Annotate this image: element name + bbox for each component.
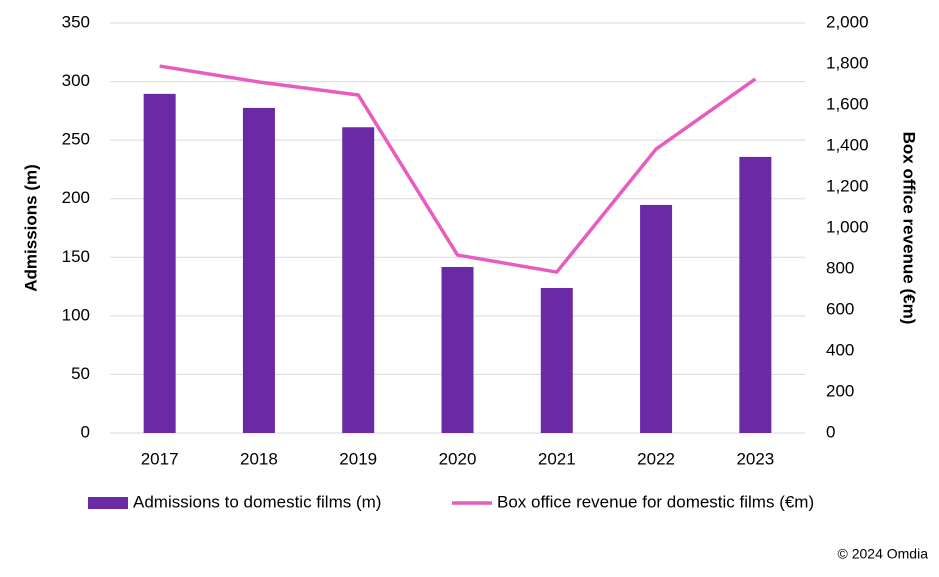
x-tick-label: 2023 (736, 449, 774, 468)
y2-tick-label: 400 (826, 340, 854, 359)
x-tick-label: 2017 (141, 449, 179, 468)
y-tick-label: 250 (62, 130, 90, 149)
y-tick-label: 0 (81, 422, 90, 441)
legend-label: Box office revenue for domestic films (€… (497, 492, 814, 511)
bar (342, 127, 375, 433)
y2-axis-label: Box office revenue (€m) (900, 132, 919, 325)
y2-tick-label: 0 (826, 422, 835, 441)
y2-tick-label: 2,000 (826, 12, 869, 31)
y-tick-label: 300 (62, 71, 90, 90)
bar (739, 156, 772, 433)
y2-tick-label: 1,800 (826, 53, 869, 72)
x-tick-label: 2021 (538, 449, 576, 468)
x-tick-label: 2018 (240, 449, 278, 468)
legend-label: Admissions to domestic films (m) (133, 492, 381, 511)
y2-tick-label: 1,400 (826, 135, 869, 154)
y2-tick-label: 600 (826, 299, 854, 318)
legend-swatch (88, 497, 128, 509)
bar (540, 287, 573, 433)
y2-tick-label: 1,600 (826, 94, 869, 113)
credit: © 2024 Omdia (838, 546, 929, 562)
y-axis-label: Admissions (m) (21, 164, 40, 292)
bar (441, 267, 474, 433)
y-tick-label: 350 (62, 12, 90, 31)
line (159, 64, 757, 274)
y-tick-label: 100 (62, 305, 90, 324)
bar (242, 107, 275, 433)
y-tick-label: 150 (62, 247, 90, 266)
x-tick-label: 2020 (439, 449, 477, 468)
y2-tick-label: 1,200 (826, 176, 869, 195)
y-tick-label: 200 (62, 188, 90, 207)
y2-tick-label: 200 (826, 381, 854, 400)
x-tick-label: 2022 (637, 449, 675, 468)
y-tick-label: 50 (71, 364, 90, 383)
x-tick-label: 2019 (339, 449, 377, 468)
bar (143, 93, 176, 433)
y2-tick-label: 800 (826, 258, 854, 277)
bar (640, 204, 673, 433)
y2-tick-label: 1,000 (826, 217, 869, 236)
